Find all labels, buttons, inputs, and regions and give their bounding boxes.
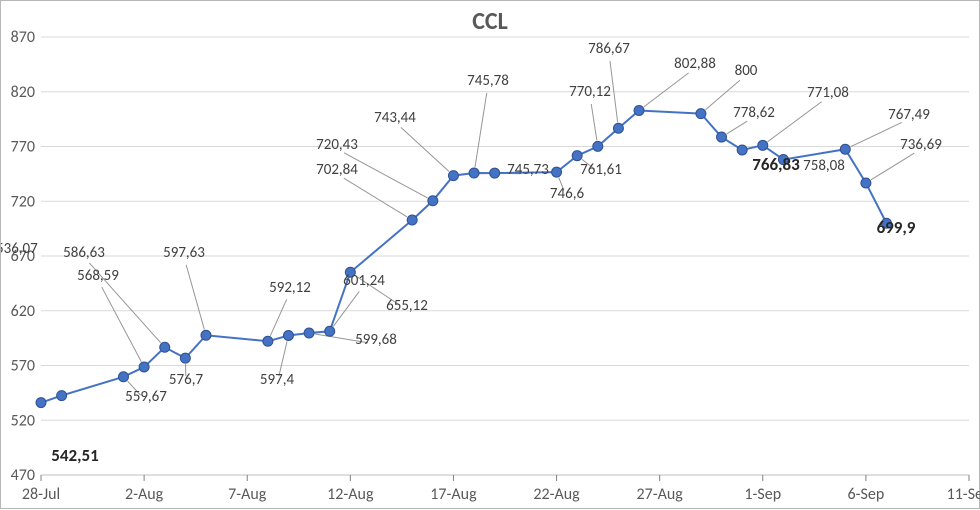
svg-text:745,78: 745,78 [467,72,509,90]
svg-text:761,61: 761,61 [580,161,622,179]
svg-text:702,84: 702,84 [316,161,358,179]
svg-text:599,68: 599,68 [355,331,397,349]
svg-text:1-Sep: 1-Sep [744,485,781,504]
svg-text:520: 520 [11,411,35,430]
svg-text:601,24: 601,24 [343,272,385,290]
svg-text:570: 570 [11,357,35,376]
svg-text:820: 820 [11,83,35,102]
svg-text:597,63: 597,63 [163,244,205,262]
svg-text:767,49: 767,49 [888,106,930,124]
svg-text:758,08: 758,08 [803,157,845,175]
svg-text:470: 470 [11,466,35,485]
svg-text:586,63: 586,63 [63,244,105,262]
svg-text:568,59: 568,59 [77,267,119,285]
svg-text:620: 620 [11,302,35,321]
svg-text:770: 770 [11,138,35,157]
svg-text:597,4: 597,4 [260,371,295,389]
svg-text:746,6: 746,6 [550,185,585,203]
svg-text:778,62: 778,62 [733,104,775,122]
svg-text:559,67: 559,67 [125,388,167,406]
svg-text:11-Sep: 11-Sep [947,485,980,504]
svg-text:736,69: 736,69 [900,136,942,154]
svg-text:6-Sep: 6-Sep [848,485,885,504]
svg-text:2-Aug: 2-Aug [125,485,164,504]
svg-text:28-Jul: 28-Jul [22,485,60,504]
svg-text:12-Aug: 12-Aug [327,485,374,504]
line-chart: 47052057062067072077082087028-Jul2-Aug7-… [1,1,980,510]
svg-text:771,08: 771,08 [807,84,849,102]
svg-text:786,67: 786,67 [588,40,630,58]
chart-title: CCL [1,7,979,36]
svg-text:766,83: 766,83 [752,154,800,175]
svg-text:17-Aug: 17-Aug [430,485,477,504]
svg-text:592,12: 592,12 [269,279,311,297]
svg-text:720,43: 720,43 [316,136,358,154]
svg-text:542,51: 542,51 [51,445,98,466]
svg-text:802,88: 802,88 [674,55,716,73]
svg-text:536,07: 536,07 [1,240,38,258]
svg-text:27-Aug: 27-Aug [637,485,684,504]
svg-text:743,44: 743,44 [374,109,416,127]
svg-text:7-Aug: 7-Aug [228,485,267,504]
svg-text:745,73: 745,73 [507,161,549,179]
chart-container: CCL 47052057062067072077082087028-Jul2-A… [0,0,980,509]
svg-text:800: 800 [735,62,758,80]
svg-text:699,9: 699,9 [877,217,916,238]
svg-text:22-Aug: 22-Aug [533,485,580,504]
svg-text:720: 720 [11,192,35,211]
svg-text:770,12: 770,12 [569,83,611,101]
svg-text:576,7: 576,7 [169,371,204,389]
svg-text:655,12: 655,12 [386,297,428,315]
